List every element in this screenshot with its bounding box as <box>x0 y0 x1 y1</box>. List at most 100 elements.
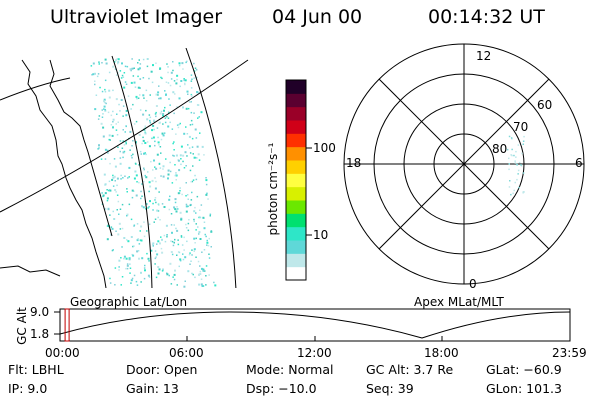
swath-pixel <box>158 144 160 146</box>
swath-pixel <box>158 97 160 100</box>
polar-point <box>522 143 524 145</box>
polar-point <box>516 178 518 181</box>
swath-pixel <box>156 153 159 156</box>
swath-pixel <box>120 178 122 180</box>
apex-label: Apex MLat/MLT <box>414 295 504 309</box>
swath-pixel <box>174 208 177 211</box>
colorbar-step <box>286 133 306 148</box>
polar-point <box>508 168 510 171</box>
swath-pixel <box>165 158 167 160</box>
swath-pixel <box>185 107 188 110</box>
swath-pixel <box>174 198 177 201</box>
swath-pixel <box>114 68 117 70</box>
swath-pixel <box>195 229 197 231</box>
swath-pixel <box>193 70 196 72</box>
swath-pixel <box>160 175 162 177</box>
swath-pixel <box>104 101 106 104</box>
geographic-label: Geographic Lat/Lon <box>70 295 188 309</box>
swath-pixel <box>160 247 163 250</box>
polar-point <box>517 173 519 175</box>
swath-pixel <box>125 114 128 117</box>
swath-pixel <box>146 141 149 143</box>
swath-pixel <box>194 242 196 244</box>
swath-pixel <box>157 216 159 219</box>
swath-pixel <box>175 174 178 177</box>
swath-pixel <box>121 203 124 206</box>
swath-pixel <box>185 205 188 208</box>
swath-pixel <box>143 221 145 223</box>
swath-pixel <box>117 200 120 203</box>
swath-pixel <box>167 71 169 74</box>
swath-pixel <box>124 175 126 177</box>
polar-point <box>513 154 515 157</box>
swath-pixel <box>179 211 182 214</box>
swath-pixel <box>202 270 204 272</box>
swath-pixel <box>167 125 170 128</box>
altitude-timeline <box>54 308 571 342</box>
swath-pixel <box>102 113 104 115</box>
swath-pixel <box>112 185 115 187</box>
swath-pixel <box>121 74 124 77</box>
swath-pixel <box>131 277 134 280</box>
swath-pixel <box>124 81 127 83</box>
swath-pixel <box>110 124 113 126</box>
swath-pixel <box>193 248 196 251</box>
swath-pixel <box>173 206 176 209</box>
swath-pixel <box>198 159 201 161</box>
swath-pixel <box>144 152 146 154</box>
swath-pixel <box>100 122 103 125</box>
swath-pixel <box>195 137 198 139</box>
swath-pixel <box>166 63 168 65</box>
swath-pixel <box>156 253 159 256</box>
swath-pixel <box>163 234 166 237</box>
swath-pixel <box>105 62 108 65</box>
swath-pixel <box>139 150 142 153</box>
swath-pixel <box>193 156 196 159</box>
swath-pixel <box>159 67 162 70</box>
swath-pixel <box>119 157 122 159</box>
polar-point <box>508 163 510 165</box>
swath-pixel <box>180 236 183 238</box>
swath-pixel <box>174 269 176 272</box>
swath-pixel <box>183 78 185 80</box>
swath-pixel <box>132 245 134 248</box>
swath-pixel <box>125 141 127 143</box>
swath-pixel <box>118 222 121 225</box>
swath-pixel <box>123 86 126 89</box>
swath-pixel <box>179 154 182 157</box>
polar-point <box>523 135 525 138</box>
swath-pixel <box>109 277 111 280</box>
swath-pixel <box>144 125 147 127</box>
swath-pixel <box>205 177 207 179</box>
swath-pixel <box>125 142 127 145</box>
swath-pixel <box>92 73 95 76</box>
swath-pixel <box>167 173 170 176</box>
swath-pixel <box>192 165 194 167</box>
swath-pixel <box>101 90 104 93</box>
swath-pixel <box>141 142 143 145</box>
swath-pixel <box>153 159 155 162</box>
swath-pixel <box>97 148 100 150</box>
swath-pixel <box>153 128 155 131</box>
swath-pixel <box>187 198 189 200</box>
swath-pixel <box>119 228 122 230</box>
swath-pixel <box>201 145 204 148</box>
swath-pixel <box>104 88 106 91</box>
swath-pixel <box>189 204 191 207</box>
swath-pixel <box>126 215 128 217</box>
swath-pixel <box>132 254 135 257</box>
swath-pixel <box>190 199 193 201</box>
swath-pixel <box>103 105 106 108</box>
swath-pixel <box>195 69 198 71</box>
swath-pixel <box>141 183 143 185</box>
swath-pixel <box>185 165 187 167</box>
swath-pixel <box>148 190 150 193</box>
swath-pixel <box>172 244 175 247</box>
swath-pixel <box>162 268 164 270</box>
swath-pixel <box>151 129 154 132</box>
swath-pixel <box>116 194 119 196</box>
swath-pixel <box>170 240 172 242</box>
swath-pixel <box>160 110 163 113</box>
swath-pixel <box>146 230 148 232</box>
swath-pixel <box>178 64 181 67</box>
